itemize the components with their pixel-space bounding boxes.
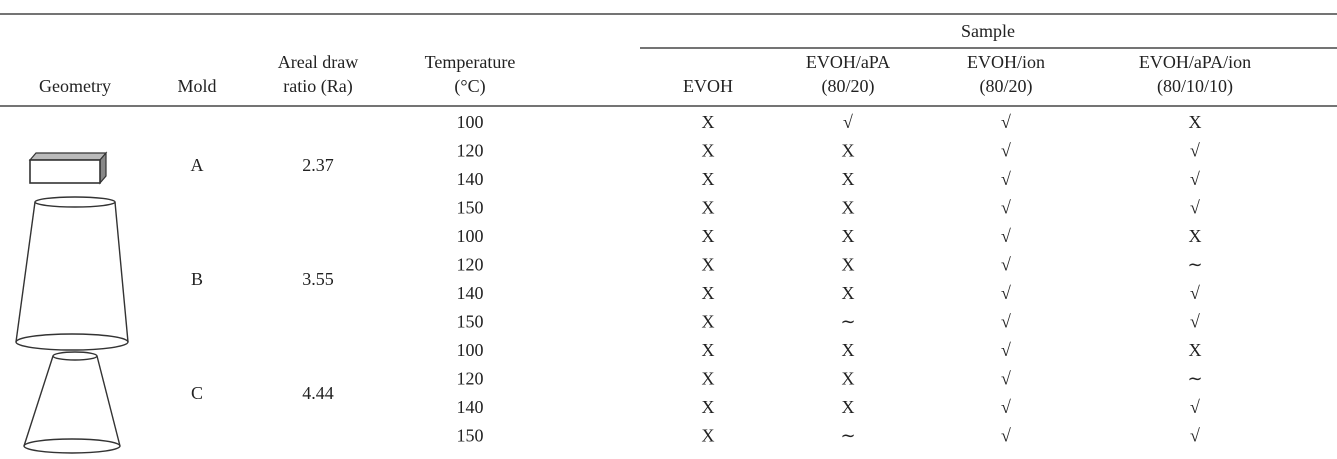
result-mark: √ [1001,312,1011,332]
result-mark: X [702,426,715,446]
result-mark: √ [1001,226,1011,246]
temperature: 120 [457,141,484,161]
result-mark: ∼ [840,312,855,332]
column-header: Areal draw [278,52,358,72]
mold: B [191,269,203,289]
temperature: 140 [457,169,484,189]
column-header: EVOH/aPA/ion [1139,52,1251,72]
result-mark: X [842,141,855,161]
column-header: (°C) [454,76,485,97]
geometry-cup-b [16,197,128,350]
result-mark: X [842,340,855,360]
result-mark: √ [1001,112,1011,132]
result-mark: √ [1190,169,1200,189]
result-mark: X [702,397,715,417]
result-mark: X [702,255,715,275]
result-mark: √ [1001,255,1011,275]
result-mark: X [842,369,855,389]
result-mark: √ [1001,283,1011,303]
result-mark: X [842,169,855,189]
mold: A [191,155,204,175]
result-mark: √ [1001,369,1011,389]
result-mark: X [702,312,715,332]
result-mark: √ [1190,426,1200,446]
result-mark: X [702,198,715,218]
temperature: 100 [457,112,484,132]
temperature: 150 [457,312,484,332]
table: Sample Geometry Mold Areal draw ratio (Ra) T… [0,0,1337,459]
result-mark: √ [1190,141,1200,161]
result-mark: √ [1001,426,1011,446]
result-mark: √ [1001,141,1011,161]
result-mark: X [842,255,855,275]
result-mark: X [702,340,715,360]
result-mark: √ [1001,169,1011,189]
result-mark: √ [1190,283,1200,303]
result-mark: √ [1001,340,1011,360]
result-mark: X [842,226,855,246]
column-header: EVOH/aPA [806,52,890,72]
temperature: 120 [457,255,484,275]
result-mark: X [702,169,715,189]
result-mark: X [1189,226,1202,246]
result-mark: X [842,198,855,218]
result-mark: X [842,283,855,303]
column-header: Geometry [39,76,111,96]
result-mark: √ [843,112,853,132]
temperature: 120 [457,369,484,389]
result-mark: √ [1190,198,1200,218]
column-header: EVOH [683,76,733,96]
column-header: EVOH/ion [967,52,1045,72]
sample-group-header: Sample [961,21,1015,41]
result-mark: X [702,112,715,132]
result-mark: √ [1190,397,1200,417]
result-mark: ∼ [1187,369,1202,389]
result-mark: ∼ [1187,255,1202,275]
geometry-box [30,153,106,183]
result-mark: X [1189,112,1202,132]
temperature: 140 [457,283,484,303]
draw-ratio: 4.44 [302,383,334,403]
result-mark: √ [1001,198,1011,218]
result-mark: X [702,141,715,161]
result-mark: X [702,226,715,246]
temperature: 100 [457,226,484,246]
column-header: (80/20) [980,76,1033,97]
draw-ratio: 3.55 [302,269,334,289]
column-header: (80/20) [822,76,875,97]
column-header: ratio (Ra) [283,76,352,97]
column-header: Mold [177,76,216,96]
result-mark: X [1189,340,1202,360]
column-header: Temperature [425,52,516,72]
result-mark: X [842,397,855,417]
mold: C [191,383,203,403]
temperature: 140 [457,397,484,417]
draw-ratio: 2.37 [302,155,334,175]
result-mark: √ [1190,312,1200,332]
geometry-cup-c [24,352,120,453]
result-mark: X [702,369,715,389]
result-mark: √ [1001,397,1011,417]
result-mark: ∼ [840,426,855,446]
result-mark: X [702,283,715,303]
temperature: 150 [457,426,484,446]
column-header: (80/10/10) [1157,76,1233,97]
temperature: 100 [457,340,484,360]
temperature: 150 [457,198,484,218]
